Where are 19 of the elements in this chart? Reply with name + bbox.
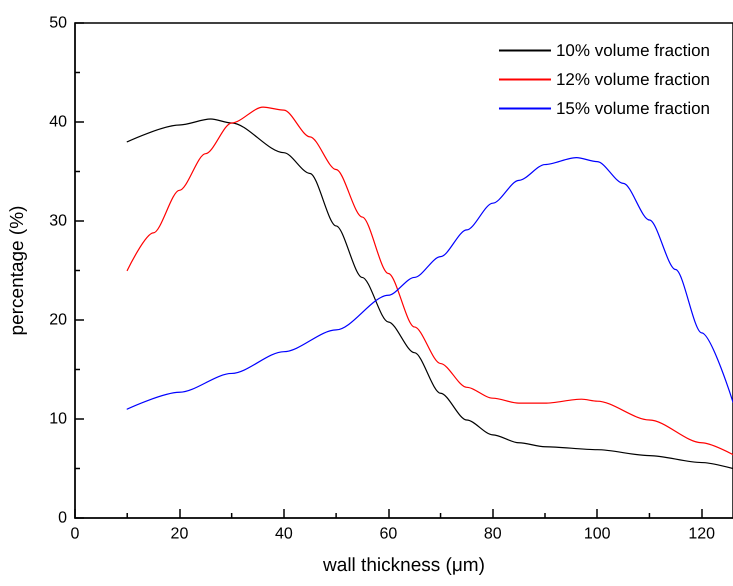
x-tick-label: 60	[379, 526, 398, 542]
x-tick-label: 20	[170, 526, 188, 542]
y-tick-label: 10	[49, 410, 68, 428]
y-tick-label: 40	[49, 114, 68, 130]
legend-label: 15% volume fraction	[556, 99, 710, 118]
y-tick-label: 50	[49, 14, 68, 32]
y-tick-label: 20	[49, 312, 68, 328]
legend-label: 12% volume fraction	[556, 70, 710, 89]
y-axis-title: percentage (%)	[7, 206, 28, 336]
y-tick-label: 30	[49, 212, 68, 230]
y-tick-label: 0	[58, 510, 68, 526]
x-tick-label: 80	[484, 526, 502, 542]
legend-label: 10% volume fraction	[556, 41, 710, 60]
x-tick-label: 40	[274, 526, 293, 542]
x-axis-title: wall thickness (μm)	[322, 555, 485, 576]
x-tick-label: 120	[688, 526, 716, 542]
line-series	[126, 157, 733, 410]
x-tick-label: 0	[70, 526, 80, 542]
x-tick-label: 100	[584, 526, 611, 542]
